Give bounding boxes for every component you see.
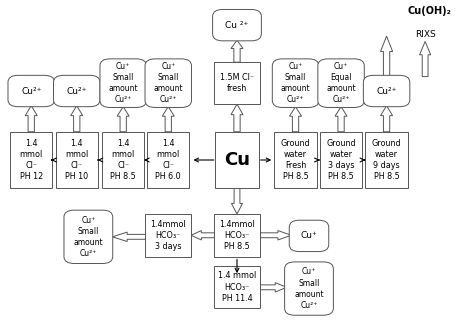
FancyBboxPatch shape — [145, 59, 191, 108]
FancyBboxPatch shape — [213, 10, 261, 41]
Text: Cu⁺
Small
amount
Cu²⁺: Cu⁺ Small amount Cu²⁺ — [154, 62, 183, 104]
Text: 1.5M Cl⁻
fresh: 1.5M Cl⁻ fresh — [220, 73, 254, 93]
FancyBboxPatch shape — [8, 75, 55, 107]
Polygon shape — [231, 188, 243, 214]
FancyBboxPatch shape — [320, 132, 362, 188]
Polygon shape — [381, 36, 392, 76]
Polygon shape — [259, 230, 292, 240]
FancyBboxPatch shape — [215, 132, 259, 188]
Text: Cu²⁺: Cu²⁺ — [376, 86, 397, 95]
FancyBboxPatch shape — [214, 62, 260, 105]
Text: Cu²⁺: Cu²⁺ — [21, 86, 41, 95]
Text: Ground
water
3 days
PH 8.5: Ground water 3 days PH 8.5 — [326, 139, 356, 181]
Text: 1.4
mmol
Cl⁻
PH 8.5: 1.4 mmol Cl⁻ PH 8.5 — [110, 139, 136, 181]
Polygon shape — [335, 107, 347, 132]
FancyBboxPatch shape — [365, 132, 408, 188]
FancyBboxPatch shape — [54, 75, 100, 107]
FancyBboxPatch shape — [284, 262, 333, 315]
FancyBboxPatch shape — [364, 75, 410, 107]
Text: Cu: Cu — [224, 151, 250, 169]
FancyBboxPatch shape — [147, 132, 190, 188]
Polygon shape — [419, 42, 431, 76]
Text: Cu⁺
Equal
amount
Cu²⁺: Cu⁺ Equal amount Cu²⁺ — [326, 62, 356, 104]
FancyBboxPatch shape — [100, 59, 146, 108]
FancyBboxPatch shape — [55, 132, 98, 188]
FancyBboxPatch shape — [274, 132, 317, 188]
Text: 1.4
mmol
Cl⁻
PH 10: 1.4 mmol Cl⁻ PH 10 — [65, 139, 88, 181]
Polygon shape — [191, 230, 216, 240]
Text: Cu⁺
Small
amount
Cu²⁺: Cu⁺ Small amount Cu²⁺ — [281, 62, 310, 104]
FancyBboxPatch shape — [10, 132, 52, 188]
Text: Cu⁺
Small
amount
Cu²⁺: Cu⁺ Small amount Cu²⁺ — [73, 216, 103, 258]
FancyBboxPatch shape — [214, 214, 260, 257]
Polygon shape — [381, 106, 392, 132]
Text: Cu²⁺: Cu²⁺ — [66, 86, 87, 95]
Text: 1.4
mmol
Cl⁻
PH 12: 1.4 mmol Cl⁻ PH 12 — [19, 139, 43, 181]
Polygon shape — [259, 283, 287, 292]
Text: Cu⁺: Cu⁺ — [301, 231, 318, 240]
FancyBboxPatch shape — [146, 214, 191, 257]
Text: 1.4mmol
HCO₃⁻
3 days: 1.4mmol HCO₃⁻ 3 days — [150, 220, 186, 251]
Text: Ground
water
Fresh
PH 8.5: Ground water Fresh PH 8.5 — [281, 139, 310, 181]
Polygon shape — [290, 107, 301, 132]
Polygon shape — [25, 106, 37, 132]
Text: 1.4mmol
HCO₃⁻
PH 8.5: 1.4mmol HCO₃⁻ PH 8.5 — [219, 220, 255, 251]
Text: 1.4 mmol
HCO₃⁻
PH 11.4: 1.4 mmol HCO₃⁻ PH 11.4 — [218, 271, 256, 303]
Text: RIXS: RIXS — [415, 30, 436, 39]
Polygon shape — [162, 107, 174, 132]
Text: 1.4
mmol
Cl⁻
PH 6.0: 1.4 mmol Cl⁻ PH 6.0 — [155, 139, 181, 181]
FancyBboxPatch shape — [102, 132, 144, 188]
Polygon shape — [231, 40, 243, 62]
FancyBboxPatch shape — [214, 266, 260, 308]
FancyBboxPatch shape — [272, 59, 319, 108]
FancyBboxPatch shape — [289, 220, 329, 252]
Polygon shape — [117, 107, 129, 132]
Text: Cu(OH)₂: Cu(OH)₂ — [408, 6, 452, 16]
Text: Cu ²⁺: Cu ²⁺ — [225, 21, 249, 30]
Text: Ground
water
9 days
PH 8.5: Ground water 9 days PH 8.5 — [372, 139, 401, 181]
Polygon shape — [231, 104, 243, 132]
Text: Cu⁺
Small
amount
Cu²⁺: Cu⁺ Small amount Cu²⁺ — [109, 62, 138, 104]
FancyBboxPatch shape — [318, 59, 365, 108]
Text: Cu⁺
Small
amount
Cu²⁺: Cu⁺ Small amount Cu²⁺ — [294, 268, 324, 310]
Polygon shape — [112, 232, 147, 242]
Polygon shape — [71, 106, 83, 132]
FancyBboxPatch shape — [64, 210, 113, 263]
